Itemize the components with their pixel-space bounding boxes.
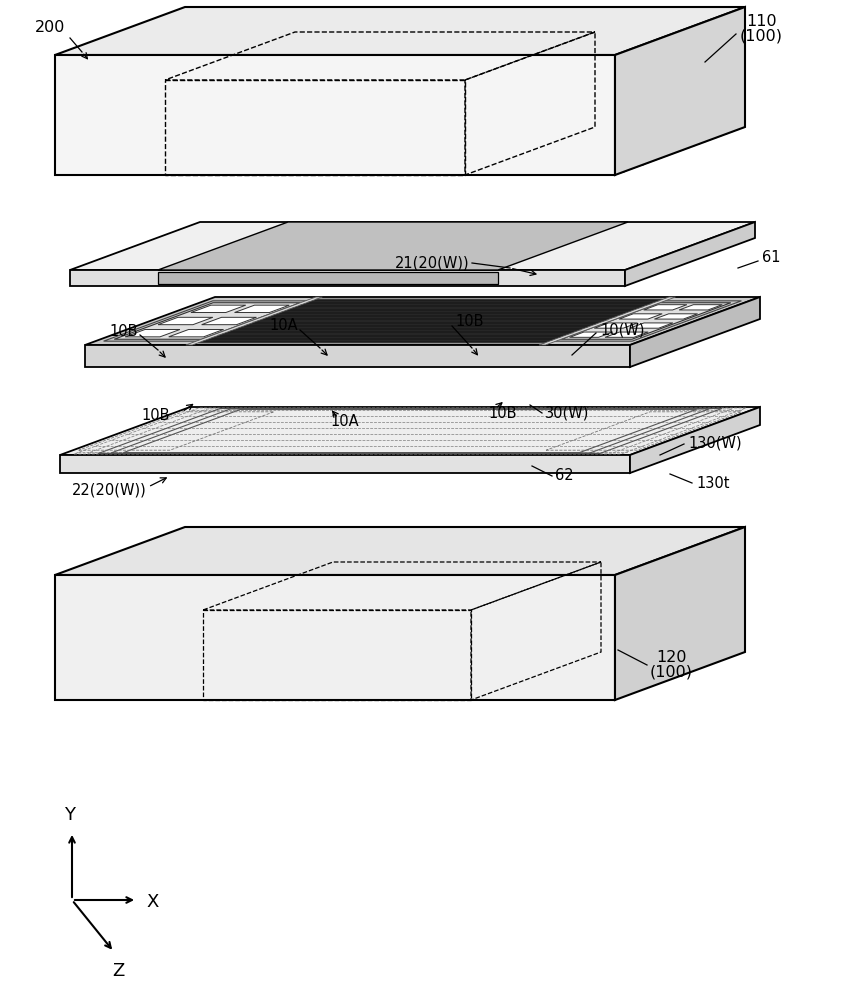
Polygon shape [201,317,256,325]
Text: Y: Y [65,806,76,824]
Polygon shape [630,297,760,367]
Polygon shape [55,7,745,55]
Polygon shape [60,455,630,473]
Polygon shape [85,345,630,367]
Polygon shape [630,407,760,473]
Text: 200: 200 [35,20,65,35]
Text: 10B: 10B [110,324,138,340]
Polygon shape [115,303,301,339]
Polygon shape [125,329,180,337]
Polygon shape [561,303,731,339]
Polygon shape [198,299,664,343]
Text: (100): (100) [740,28,783,43]
Text: 120: 120 [656,650,687,666]
Text: 10B: 10B [488,406,516,420]
Polygon shape [615,527,745,700]
Polygon shape [60,407,760,455]
Polygon shape [85,297,760,345]
Text: 110: 110 [746,14,777,29]
Polygon shape [186,297,323,345]
Polygon shape [191,305,245,313]
Polygon shape [655,314,698,319]
Text: 130(W): 130(W) [688,436,742,450]
Polygon shape [169,329,223,337]
Text: X: X [146,893,159,911]
Polygon shape [158,317,213,325]
Text: 10A: 10A [330,414,358,430]
Polygon shape [70,222,755,270]
Polygon shape [539,297,676,345]
Polygon shape [55,575,615,700]
Polygon shape [630,323,673,328]
Text: 10A: 10A [269,318,298,334]
Polygon shape [615,7,745,175]
Text: 62: 62 [555,468,574,484]
Text: 30(W): 30(W) [545,406,589,420]
Text: (100): (100) [650,664,693,680]
Polygon shape [158,222,628,270]
Text: 10B: 10B [455,314,483,330]
Polygon shape [570,332,613,337]
Polygon shape [55,55,615,175]
Polygon shape [625,222,755,286]
Polygon shape [619,314,662,319]
Polygon shape [679,305,722,310]
Polygon shape [605,332,648,337]
Polygon shape [55,527,745,575]
Text: 21(20(W)): 21(20(W)) [396,255,470,270]
Polygon shape [70,270,625,286]
Text: Z: Z [112,962,124,980]
Polygon shape [594,323,638,328]
Text: 10B: 10B [142,408,170,422]
Text: 61: 61 [762,250,780,265]
Text: 130t: 130t [696,476,729,490]
Polygon shape [158,272,498,284]
Text: 22(20(W)): 22(20(W)) [72,483,147,497]
Polygon shape [644,305,687,310]
Polygon shape [234,305,290,313]
Text: 10(W): 10(W) [600,322,644,338]
